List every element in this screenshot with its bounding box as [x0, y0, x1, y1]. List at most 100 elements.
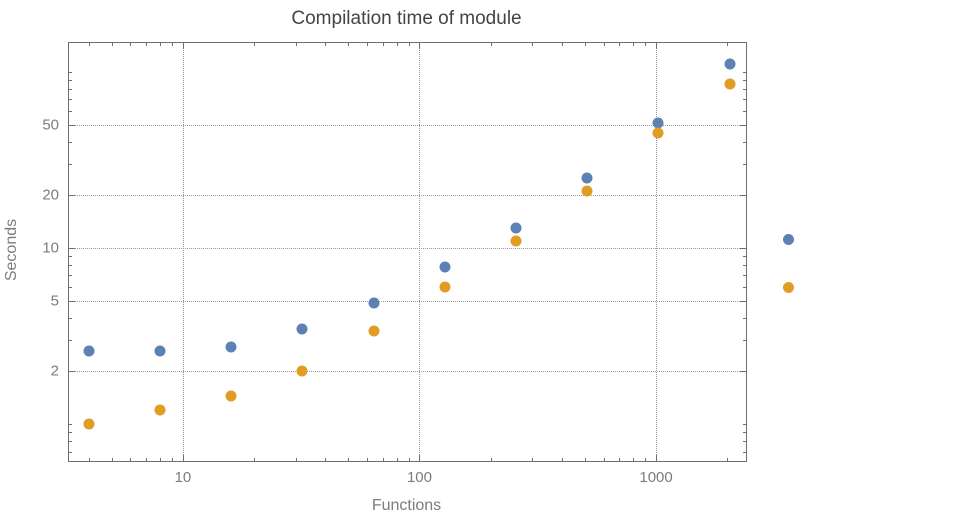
x-gridline [419, 43, 421, 461]
tick-mark [159, 43, 161, 46]
tick-mark [69, 424, 72, 426]
tick-mark [146, 43, 148, 46]
tick-mark [254, 43, 256, 46]
tick-mark [561, 458, 563, 461]
tick-mark [69, 164, 72, 166]
tick-mark [743, 340, 746, 342]
data-point [368, 297, 380, 309]
tick-mark [408, 43, 410, 46]
tick-mark [743, 111, 746, 113]
tick-mark [69, 371, 75, 373]
data-point [154, 404, 166, 416]
y-gridline [69, 195, 746, 197]
data-point [83, 345, 95, 357]
tick-mark [743, 451, 746, 453]
tick-mark [740, 195, 746, 197]
data-point [581, 185, 593, 197]
data-point [510, 222, 522, 234]
tick-mark [743, 441, 746, 443]
tick-mark [740, 301, 746, 303]
tick-mark [69, 195, 75, 197]
tick-mark [743, 99, 746, 101]
x-tick-label: 10 [174, 469, 192, 486]
tick-mark [69, 301, 75, 303]
tick-mark [743, 265, 746, 267]
tick-mark [532, 458, 534, 461]
data-point [439, 261, 451, 273]
tick-mark [584, 43, 586, 46]
tick-mark [69, 125, 75, 126]
data-point [581, 172, 593, 184]
tick-mark [69, 441, 72, 443]
data-point [652, 127, 664, 139]
data-point [724, 58, 736, 70]
tick-mark [69, 451, 72, 453]
tick-mark [69, 275, 72, 277]
tick-mark [727, 43, 729, 46]
tick-mark [69, 89, 72, 91]
tick-mark [740, 248, 746, 250]
tick-mark [561, 43, 563, 46]
data-point [652, 117, 664, 129]
tick-mark [490, 43, 492, 46]
tick-mark [146, 458, 148, 461]
tick-mark [743, 318, 746, 320]
tick-mark [69, 287, 72, 289]
tick-mark [69, 142, 72, 144]
tick-mark [532, 43, 534, 46]
tick-mark [111, 458, 113, 461]
tick-mark [69, 99, 72, 101]
tick-mark [172, 458, 174, 461]
tick-mark [619, 458, 621, 461]
tick-mark [743, 256, 746, 258]
tick-mark [743, 432, 746, 434]
x-gridline [182, 43, 184, 461]
y-tick-label: 20 [42, 186, 59, 204]
tick-mark [743, 80, 746, 82]
tick-mark [130, 458, 132, 461]
tick-mark [182, 43, 184, 49]
tick-mark [348, 43, 350, 46]
tick-mark [727, 458, 729, 461]
tick-mark [645, 458, 647, 461]
tick-mark [656, 43, 658, 49]
tick-mark [743, 275, 746, 277]
tick-mark [325, 458, 327, 461]
tick-mark [382, 43, 384, 46]
legend [783, 234, 797, 296]
data-point [439, 281, 451, 293]
y-tick-label: 50 [42, 116, 59, 134]
x-tick-label: 1000 [639, 469, 673, 486]
data-point [225, 341, 237, 353]
tick-mark [740, 125, 746, 126]
tick-mark [584, 458, 586, 461]
tick-mark [130, 43, 132, 46]
tick-mark [366, 458, 368, 461]
tick-mark [295, 458, 297, 461]
data-point [510, 235, 522, 247]
tick-mark [254, 458, 256, 461]
tick-mark [69, 248, 75, 250]
x-gridline [656, 43, 658, 461]
tick-mark [408, 458, 410, 461]
tick-mark [603, 43, 605, 46]
tick-mark [740, 371, 746, 373]
x-tick-label: 100 [406, 469, 432, 486]
y-gridline [69, 371, 746, 373]
tick-mark [490, 458, 492, 461]
tick-mark [182, 455, 184, 461]
tick-mark [743, 424, 746, 426]
tick-mark [743, 164, 746, 166]
tick-mark [69, 340, 72, 342]
legend-marker [783, 282, 794, 293]
tick-mark [88, 458, 90, 461]
y-axis-label: Seconds [3, 218, 20, 282]
tick-mark [603, 458, 605, 461]
y-tick-label: 2 [50, 362, 59, 380]
y-gridline [69, 301, 746, 303]
tick-mark [419, 455, 421, 461]
tick-mark [69, 71, 72, 73]
tick-mark [172, 43, 174, 46]
tick-mark [69, 80, 72, 82]
